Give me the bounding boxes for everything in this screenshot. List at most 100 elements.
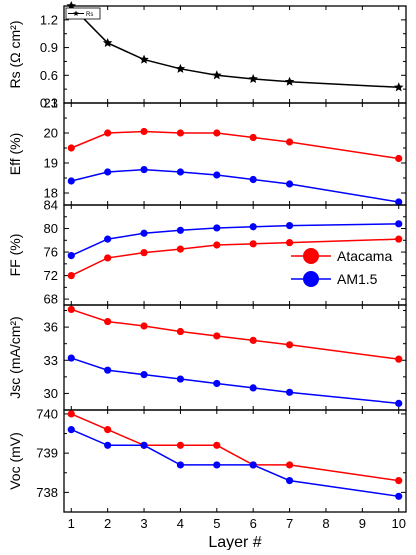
data-point-Atacama <box>395 235 403 243</box>
data-point-Rs <box>175 63 186 73</box>
x-tick-label: 7 <box>286 516 293 531</box>
data-point-AM1.5 <box>140 371 148 379</box>
data-point-Rs <box>139 54 149 64</box>
data-point-AM1.5 <box>285 180 294 188</box>
data-point-Atacama <box>395 355 403 363</box>
data-point-Atacama <box>104 317 112 326</box>
y-tick-label: 68 <box>44 292 58 307</box>
panel-frame <box>63 5 407 104</box>
data-point-Rs <box>212 70 222 80</box>
data-point-AM1.5 <box>67 354 75 362</box>
data-point-Atacama <box>67 410 75 418</box>
data-point-Rs <box>393 82 404 92</box>
x-tick-label: 6 <box>250 516 257 531</box>
y-axis-label: Rs (Ω cm²) <box>7 20 23 88</box>
series-line-Rs <box>70 6 399 89</box>
legend-marker-AM1.5 <box>303 271 319 287</box>
data-point-Atacama <box>249 133 257 142</box>
series-line-AM1.5 <box>70 428 399 498</box>
data-point-Atacama <box>140 322 148 330</box>
data-point-AM1.5 <box>104 441 112 449</box>
data-point-AM1.5 <box>285 221 294 230</box>
y-tick-label: 0.6 <box>40 68 58 83</box>
y-tick-label: 80 <box>44 221 58 236</box>
y-tick-label: 738 <box>36 485 58 500</box>
y-tick-label: 84 <box>44 198 58 213</box>
data-point-Atacama <box>213 241 221 249</box>
panel-jsc: 30 33 36 Jsc (mA/cm²) <box>7 304 407 411</box>
data-point-Atacama <box>249 336 257 344</box>
data-point-AM1.5 <box>176 226 185 234</box>
data-point-AM1.5 <box>104 235 112 243</box>
x-tick-label: 4 <box>177 516 184 531</box>
legend-label-AM1.5: AM1.5 <box>337 271 378 287</box>
data-point-Atacama <box>249 240 257 248</box>
data-point-Atacama <box>176 129 185 137</box>
data-point-Atacama <box>213 129 221 137</box>
data-point-Atacama <box>285 239 294 247</box>
y-tick-label: 21 <box>44 96 58 111</box>
panel-frame <box>63 304 407 411</box>
panel-ff: 68 72 76 80 84 FF (%) <box>7 198 407 307</box>
series-line-AM1.5 <box>70 223 399 257</box>
x-tick-label: 9 <box>359 516 366 531</box>
data-point-AM1.5 <box>395 220 403 228</box>
data-point-AM1.5 <box>249 175 257 184</box>
panel-frame <box>63 102 407 206</box>
y-tick-label: 19 <box>44 156 58 171</box>
y-tick-label: 18 <box>44 186 58 201</box>
mini-legend-marker <box>73 10 79 16</box>
y-tick-label: 33 <box>44 353 58 368</box>
data-point-Atacama <box>176 327 185 336</box>
data-point-AM1.5 <box>395 492 403 500</box>
x-tick-label: 1 <box>68 516 75 531</box>
x-axis-label: Layer # <box>208 534 261 550</box>
data-point-Atacama <box>213 332 221 340</box>
data-point-Rs <box>284 76 295 86</box>
x-tick-label: 10 <box>391 516 405 531</box>
data-point-AM1.5 <box>395 198 403 206</box>
y-tick-label: 76 <box>44 245 58 260</box>
series-line-Atacama <box>70 238 399 277</box>
series-line-Atacama <box>70 130 399 160</box>
legend: Atacama AM1.5 <box>291 248 392 287</box>
y-tick-label: 739 <box>36 446 58 461</box>
data-point-AM1.5 <box>67 251 75 260</box>
y-axis-label: Voc (mV) <box>7 432 23 490</box>
data-point-Atacama <box>140 249 148 257</box>
data-point-Atacama <box>104 254 112 262</box>
data-point-AM1.5 <box>213 224 221 232</box>
data-point-AM1.5 <box>176 461 185 469</box>
y-axis-label: FF (%) <box>7 234 23 277</box>
data-point-Atacama <box>67 271 75 280</box>
data-point-AM1.5 <box>176 375 185 383</box>
y-tick-label: 0.3 <box>40 96 58 111</box>
mini-legend: Rs <box>65 7 101 20</box>
data-point-AM1.5 <box>140 441 148 449</box>
data-point-Atacama <box>176 245 185 253</box>
y-tick-label: 30 <box>44 386 58 401</box>
data-point-Atacama <box>104 426 112 434</box>
data-point-Rs <box>248 73 258 84</box>
panel-voc: 738 739 740 Voc (mV) <box>7 406 407 513</box>
x-tick-label: 3 <box>140 516 147 531</box>
data-point-Atacama <box>213 441 221 449</box>
y-tick-label: 0.9 <box>40 40 58 55</box>
x-tick-label: 5 <box>213 516 220 531</box>
y-tick-label: 36 <box>44 320 58 335</box>
x-tick-label: 8 <box>322 516 329 531</box>
data-point-AM1.5 <box>140 166 148 174</box>
data-point-Atacama <box>176 441 185 449</box>
data-point-Atacama <box>285 138 294 146</box>
data-point-Atacama <box>104 129 112 137</box>
panel-eff: 18 19 20 21 Eff (%) <box>7 96 407 206</box>
data-point-AM1.5 <box>176 168 185 176</box>
panel-frame <box>63 409 407 513</box>
series-line-AM1.5 <box>71 168 399 203</box>
y-axis-label: Jsc (mA/cm²) <box>7 316 23 398</box>
series-line-Atacama <box>70 413 399 482</box>
data-point-AM1.5 <box>67 177 75 185</box>
data-point-AM1.5 <box>213 171 221 179</box>
y-tick-label: 20 <box>44 126 58 141</box>
